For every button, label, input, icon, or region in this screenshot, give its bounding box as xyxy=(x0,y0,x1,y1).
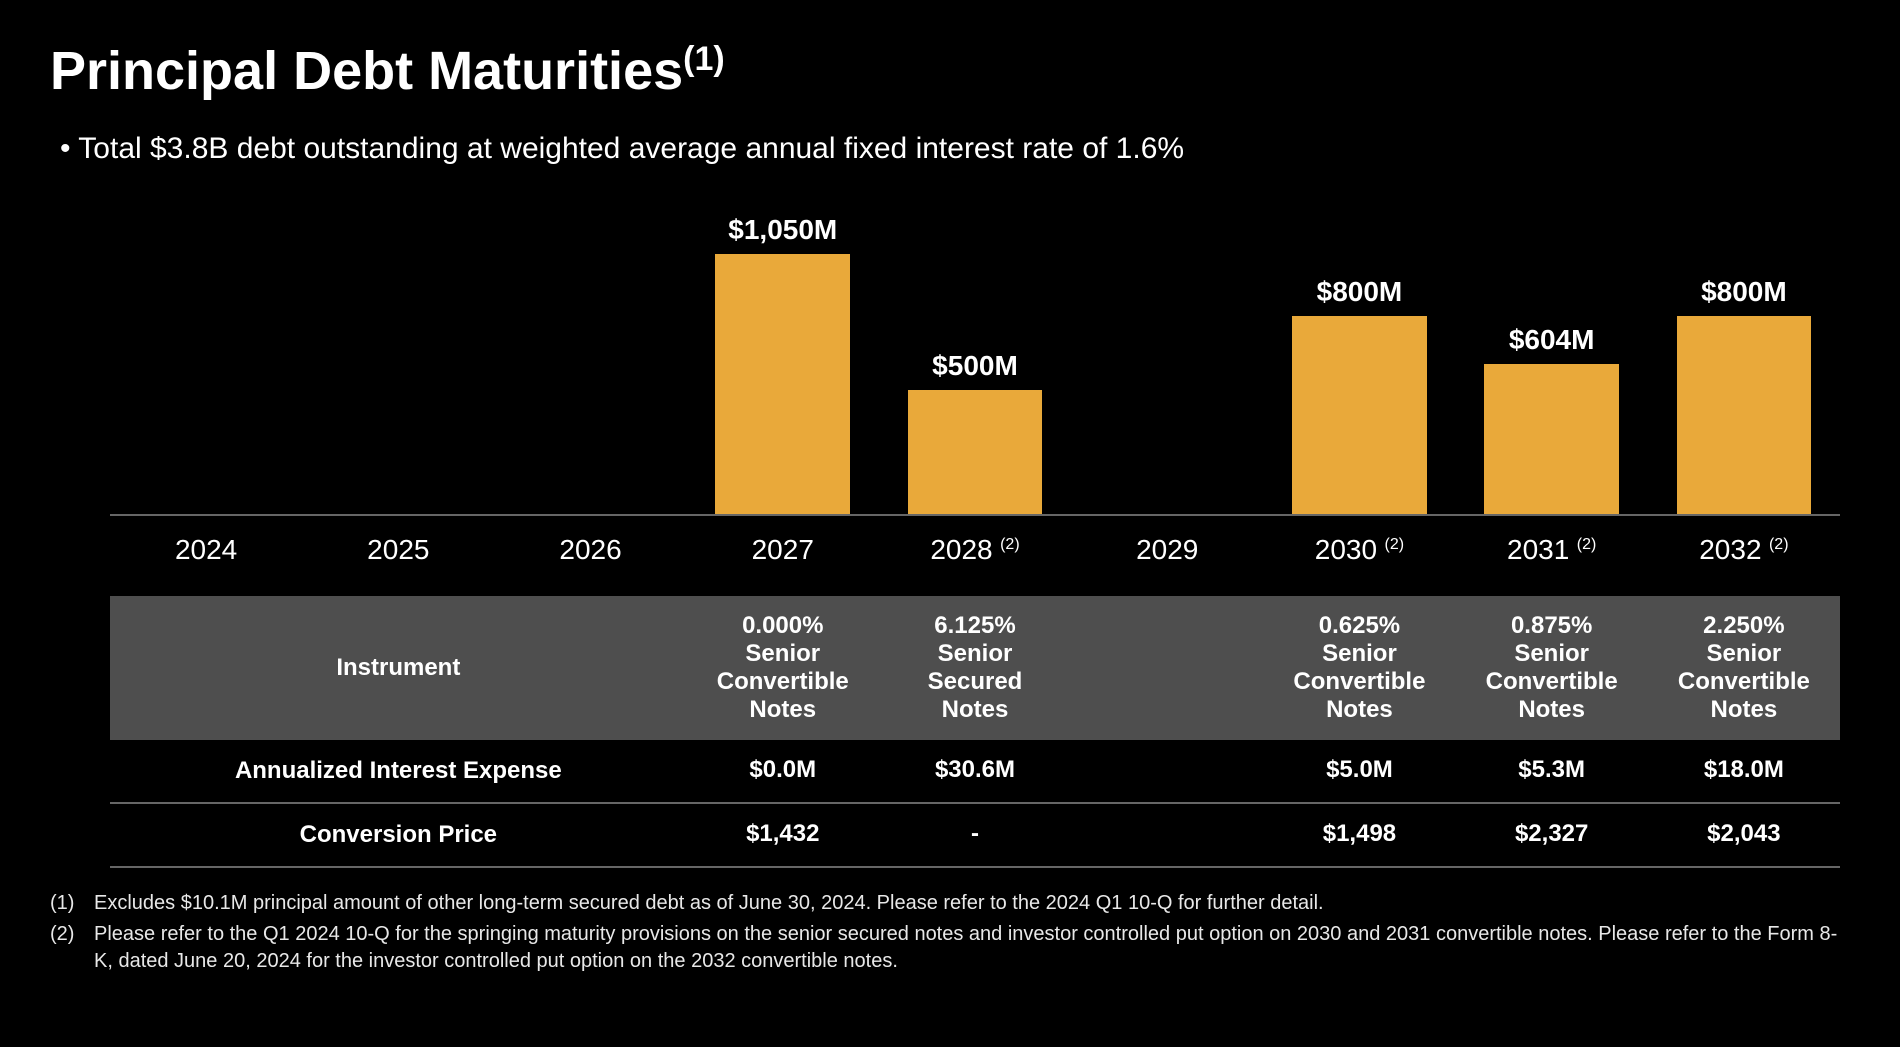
row-label-interest: Annualized Interest Expense xyxy=(110,740,687,804)
bar-value-label: $800M xyxy=(1701,276,1787,308)
row-label-instrument: Instrument xyxy=(110,596,687,740)
table-cell: $1,498 xyxy=(1263,804,1455,868)
x-axis-label: 2026 xyxy=(494,534,686,566)
bar-chart: $1,050M $500M $800M $604M $800M xyxy=(110,206,1840,516)
bar xyxy=(1484,364,1619,514)
table-cell: - xyxy=(879,804,1071,868)
bar-value-label: $1,050M xyxy=(728,214,837,246)
x-axis-label: 2024 xyxy=(110,534,302,566)
bar-value-label: $604M xyxy=(1509,324,1595,356)
bar-cell: $604M xyxy=(1456,206,1648,514)
x-axis-label: 2031 (2) xyxy=(1456,534,1648,566)
table-cell: $0.0M xyxy=(687,740,879,804)
x-axis-label: 2028 (2) xyxy=(879,534,1071,566)
x-axis-label: 2029 xyxy=(1071,534,1263,566)
bar-cell xyxy=(1071,206,1263,514)
bar-value-label: $500M xyxy=(932,350,1018,382)
table-cell xyxy=(1071,804,1263,868)
table-cell: $2,327 xyxy=(1456,804,1648,868)
x-axis-footnote-ref: (2) xyxy=(1380,536,1404,553)
table-cell xyxy=(1071,740,1263,804)
data-table: Instrument0.000% Senior Convertible Note… xyxy=(110,596,1840,868)
bar-cell xyxy=(110,206,302,514)
x-axis-footnote-ref: (2) xyxy=(1765,536,1789,553)
title-text: Principal Debt Maturities xyxy=(50,41,683,101)
table-cell: $5.3M xyxy=(1456,740,1648,804)
footnote: (1) Excludes $10.1M principal amount of o… xyxy=(50,890,1850,917)
x-axis-footnote-ref: (2) xyxy=(996,536,1020,553)
table-cell: $2,043 xyxy=(1648,804,1840,868)
bar xyxy=(1292,316,1427,514)
footnote-num: (2) xyxy=(50,921,82,975)
table-cell: 0.875% Senior Convertible Notes xyxy=(1456,596,1648,740)
chart-container: $1,050M $500M $800M $604M $800M 202420252026… xyxy=(110,206,1840,868)
row-label-conversion: Conversion Price xyxy=(110,804,687,868)
bar-cell xyxy=(302,206,494,514)
table-cell: 0.625% Senior Convertible Notes xyxy=(1263,596,1455,740)
bar-cell: $800M xyxy=(1648,206,1840,514)
table-cell: $5.0M xyxy=(1263,740,1455,804)
x-axis-label: 2032 (2) xyxy=(1648,534,1840,566)
x-axis-footnote-ref: (2) xyxy=(1572,536,1596,553)
bar-cell xyxy=(494,206,686,514)
title-footnote-ref: (1) xyxy=(683,40,725,78)
table-cell: $1,432 xyxy=(687,804,879,868)
table-cell: 6.125% Senior Secured Notes xyxy=(879,596,1071,740)
footnote: (2) Please refer to the Q1 2024 10-Q for … xyxy=(50,921,1850,975)
x-axis: 20242025202620272028 (2)20292030 (2)2031… xyxy=(110,534,1840,566)
bar xyxy=(1677,316,1812,514)
bar xyxy=(715,254,850,514)
table-cell: 2.250% Senior Convertible Notes xyxy=(1648,596,1840,740)
x-axis-label: 2030 (2) xyxy=(1263,534,1455,566)
bar-cell: $500M xyxy=(879,206,1071,514)
subtitle: Total $3.8B debt outstanding at weighted… xyxy=(60,132,1850,166)
footnote-text: Please refer to the Q1 2024 10-Q for the… xyxy=(94,921,1850,975)
bar-cell: $1,050M xyxy=(687,206,879,514)
footnote-num: (1) xyxy=(50,890,82,917)
table-cell xyxy=(1071,596,1263,740)
slide-title: Principal Debt Maturities(1) xyxy=(50,40,1850,102)
x-axis-label: 2027 xyxy=(687,534,879,566)
footnotes: (1) Excludes $10.1M principal amount of o… xyxy=(50,890,1850,975)
footnote-text: Excludes $10.1M principal amount of othe… xyxy=(94,890,1324,917)
x-axis-label: 2025 xyxy=(302,534,494,566)
bar-cell: $800M xyxy=(1263,206,1455,514)
table-cell: $30.6M xyxy=(879,740,1071,804)
table-cell: 0.000% Senior Convertible Notes xyxy=(687,596,879,740)
bar xyxy=(908,390,1043,514)
table-cell: $18.0M xyxy=(1648,740,1840,804)
bar-value-label: $800M xyxy=(1317,276,1403,308)
